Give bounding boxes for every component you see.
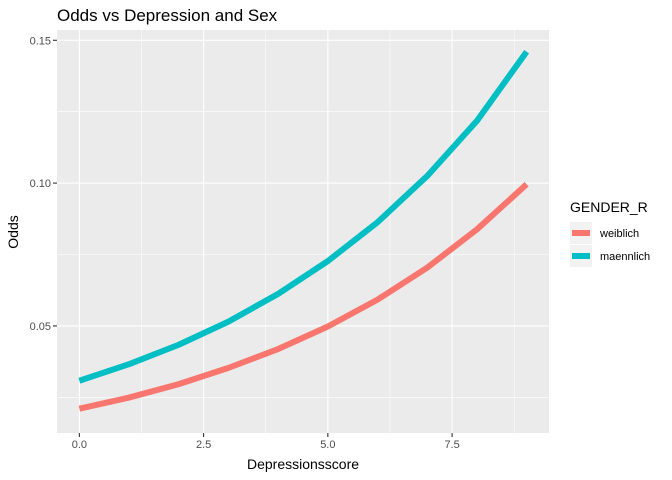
x-tick-label: 7.5 bbox=[444, 439, 459, 451]
legend: GENDER_R weiblich maennlich bbox=[570, 199, 650, 267]
y-axis: 0.05 0.10 0.15 bbox=[30, 35, 57, 333]
series-line-maennlich bbox=[78, 49, 530, 384]
series-line-weiblich bbox=[78, 182, 529, 412]
y-axis-label: Odds bbox=[5, 215, 21, 248]
legend-title: GENDER_R bbox=[570, 199, 648, 215]
x-tick-label: 0.0 bbox=[72, 439, 87, 451]
minor-gridlines bbox=[57, 30, 549, 433]
y-tick-label: 0.10 bbox=[30, 178, 51, 190]
legend-label-weiblich: weiblich bbox=[599, 228, 639, 240]
y-tick-label: 0.05 bbox=[30, 321, 51, 333]
x-axis-label: Depressionsscore bbox=[247, 456, 359, 472]
legend-label-maennlich: maennlich bbox=[600, 251, 650, 263]
major-gridlines bbox=[57, 30, 549, 433]
y-tick-label: 0.15 bbox=[30, 35, 51, 47]
plot-panel bbox=[57, 30, 549, 433]
chart-title: Odds vs Depression and Sex bbox=[57, 6, 278, 25]
x-tick-label: 2.5 bbox=[196, 439, 211, 451]
x-axis: 0.0 2.5 5.0 7.5 bbox=[72, 433, 460, 451]
x-tick-label: 5.0 bbox=[320, 439, 335, 451]
series-lines bbox=[78, 49, 530, 412]
